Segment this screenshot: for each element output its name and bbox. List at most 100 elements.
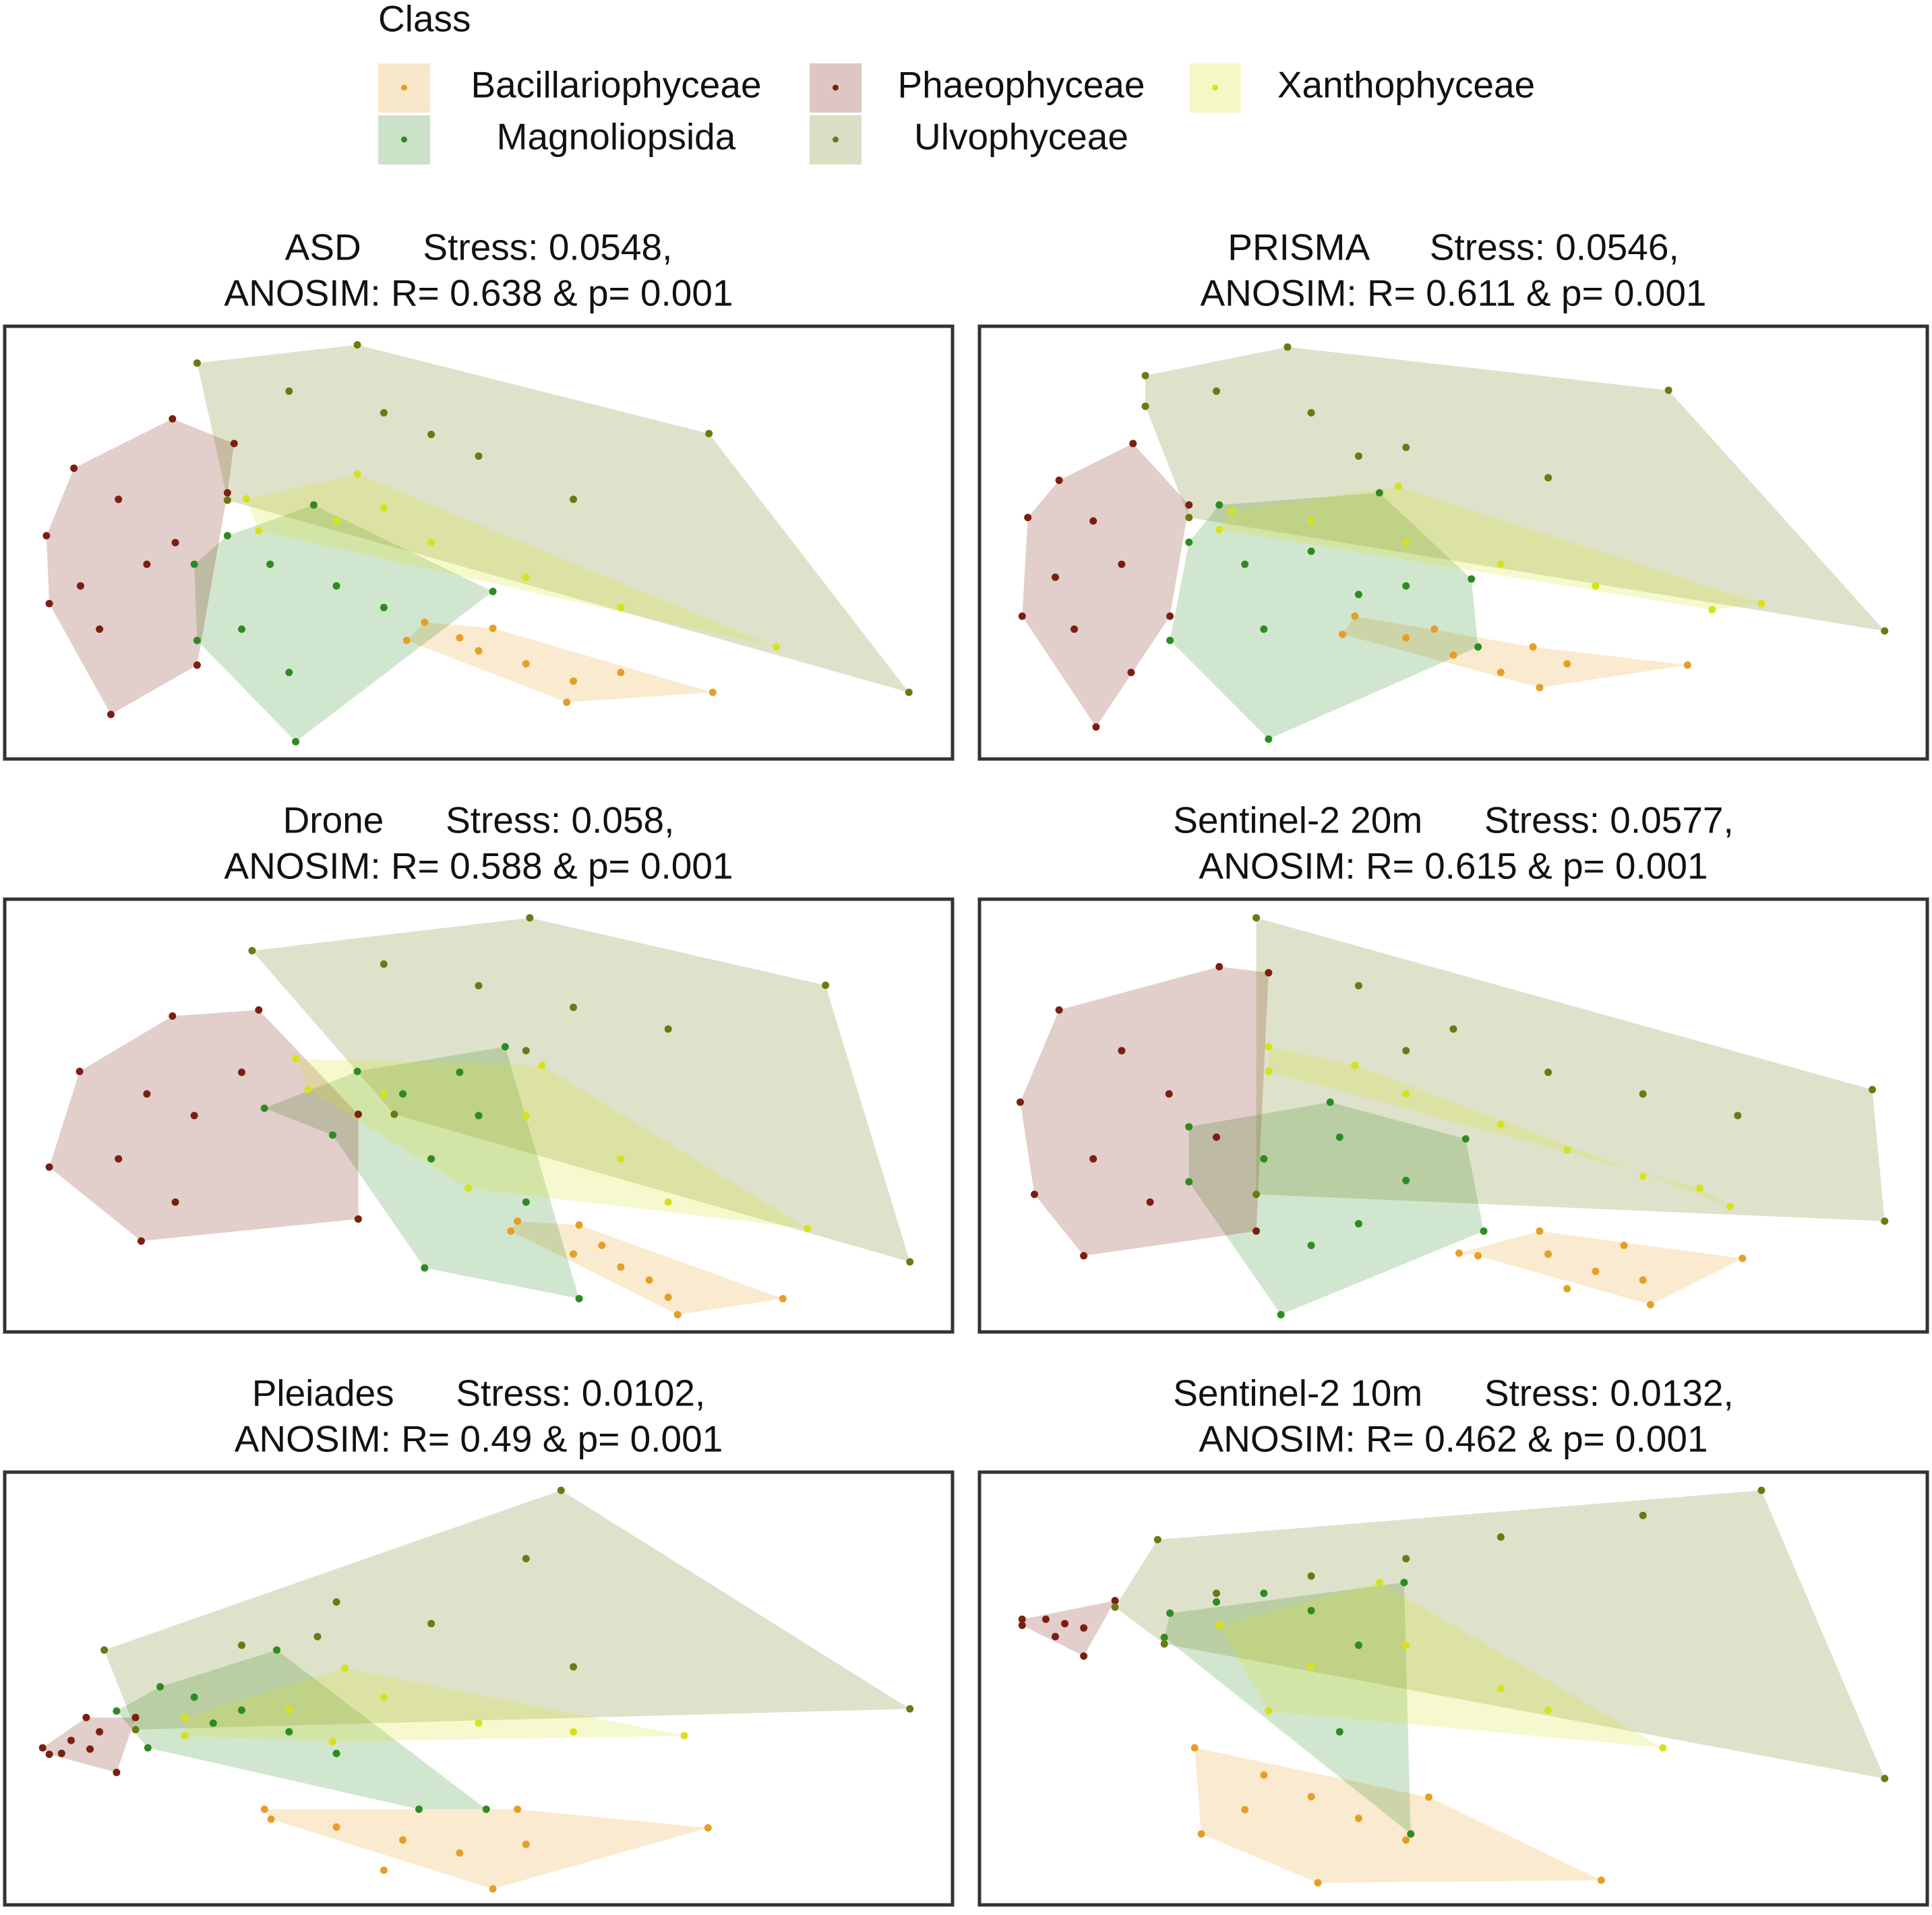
legend-label: Bacillariophyceae [471, 64, 761, 106]
point [1639, 1276, 1647, 1284]
point [522, 660, 530, 668]
panel-frame [3, 1470, 955, 1907]
point [1659, 1744, 1667, 1752]
hull [116, 1649, 487, 1810]
legend-key-dot [401, 84, 407, 91]
point [255, 527, 263, 535]
point [570, 1004, 578, 1011]
point [1016, 1098, 1024, 1106]
point [380, 1866, 388, 1875]
point [113, 1707, 121, 1715]
point [1402, 1176, 1410, 1184]
point [1335, 1133, 1344, 1141]
point [332, 1749, 340, 1757]
hull [295, 1058, 808, 1229]
panel-title: ANOSIM: R= 0.615 & p= 0.001 [1199, 845, 1708, 887]
point [67, 1736, 75, 1744]
point [1197, 1830, 1205, 1838]
point [1726, 1203, 1734, 1211]
point [1185, 514, 1193, 522]
point [1402, 582, 1410, 590]
legend-key-dot [401, 136, 407, 143]
point [1228, 507, 1236, 515]
point [1354, 1220, 1362, 1227]
point [1018, 1621, 1026, 1629]
point [1497, 669, 1505, 677]
point [380, 1693, 388, 1701]
point [380, 504, 388, 512]
hull [246, 474, 777, 647]
point [1165, 1090, 1173, 1098]
point [1696, 1184, 1704, 1192]
point [575, 1221, 583, 1229]
point [522, 1112, 530, 1120]
point [76, 582, 84, 590]
point [705, 429, 713, 437]
point [1024, 514, 1032, 522]
point [42, 532, 51, 540]
point [1544, 1706, 1552, 1714]
point [1141, 371, 1149, 379]
point [238, 1706, 245, 1714]
point [475, 452, 483, 460]
point [1070, 625, 1079, 633]
hull [1022, 1600, 1116, 1656]
point [238, 625, 245, 633]
point [1111, 1603, 1119, 1611]
point [1241, 1806, 1249, 1814]
point [248, 946, 256, 954]
point [292, 1055, 300, 1063]
point [353, 341, 361, 349]
point [427, 1155, 435, 1163]
point [1620, 1242, 1628, 1250]
panel-title: Pleiades Stress: 0.0102, [252, 1372, 706, 1414]
point [1307, 1606, 1315, 1614]
point [380, 1090, 388, 1098]
panel-title: ANOSIM: R= 0.462 & p= 0.001 [1199, 1418, 1708, 1460]
point [645, 1276, 653, 1284]
point [1757, 600, 1765, 608]
point [115, 495, 123, 504]
point [1055, 477, 1063, 485]
point [1213, 1589, 1220, 1598]
point [1639, 1172, 1647, 1180]
point [1213, 1598, 1220, 1606]
point [169, 1012, 177, 1020]
hull [1342, 616, 1688, 688]
point [514, 1217, 522, 1225]
point [156, 1682, 164, 1691]
point [1354, 1815, 1362, 1823]
point [1354, 590, 1362, 599]
point [223, 489, 231, 497]
point [570, 1250, 578, 1258]
hull [46, 419, 235, 715]
hull [42, 1718, 136, 1773]
point [131, 1713, 140, 1722]
point [402, 636, 411, 644]
point [238, 1641, 245, 1649]
point [304, 1085, 312, 1093]
point [1265, 1068, 1273, 1076]
point [1160, 1633, 1168, 1641]
panel-title: Sentinel-2 20m Stress: 0.0577, [1173, 799, 1734, 841]
point [421, 618, 429, 626]
point [230, 439, 238, 448]
point [507, 1227, 515, 1235]
point [1639, 1090, 1647, 1098]
point [1260, 1771, 1268, 1779]
point [598, 1242, 606, 1250]
point [1252, 1190, 1261, 1198]
point [107, 710, 115, 719]
point [1544, 1068, 1552, 1076]
point [456, 1849, 464, 1857]
panel-frame [3, 897, 955, 1334]
point [1592, 1267, 1600, 1275]
point [680, 1732, 688, 1740]
point [1260, 625, 1268, 633]
point [456, 634, 464, 642]
point [489, 624, 497, 632]
point [1394, 483, 1402, 491]
point [1402, 1836, 1410, 1844]
point [143, 560, 151, 568]
hull [1145, 346, 1885, 631]
